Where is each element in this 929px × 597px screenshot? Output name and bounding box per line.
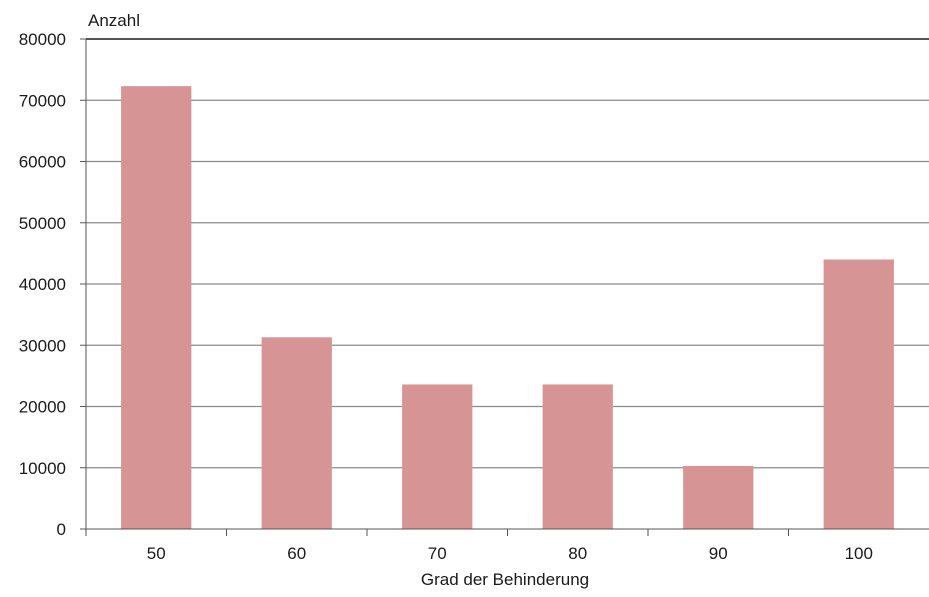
x-tick-label: 80: [568, 544, 587, 563]
y-tick-labels: 0 10000 20000 30000 40000 50000 60000 70000 8000…: [19, 30, 66, 539]
x-tick-labels: 50 60 70 80 90 100: [147, 544, 873, 563]
y-tick-label: 60000: [19, 153, 66, 172]
y-tick-label: 0: [57, 520, 66, 539]
x-tick-label: 60: [287, 544, 306, 563]
y-axis-title: Anzahl: [88, 11, 140, 30]
x-tick-label: 100: [845, 544, 873, 563]
x-axis-title: Grad der Behinderung: [421, 570, 589, 589]
bar-100: [823, 259, 894, 529]
bar-50: [121, 86, 192, 529]
x-tick-label: 70: [428, 544, 447, 563]
y-tick-label: 20000: [19, 398, 66, 417]
y-tick-label: 50000: [19, 214, 66, 233]
y-tick-label: 30000: [19, 336, 66, 355]
bar-80: [542, 384, 613, 529]
x-tick-label: 90: [709, 544, 728, 563]
bar-60: [261, 337, 332, 529]
bars: [121, 86, 894, 529]
x-tick-label: 50: [147, 544, 166, 563]
axes: [80, 38, 929, 536]
y-tick-label: 70000: [19, 91, 66, 110]
y-tick-label: 80000: [19, 30, 66, 49]
gridlines: [86, 38, 929, 469]
y-tick-label: 10000: [19, 459, 66, 478]
bar-70: [402, 384, 473, 529]
y-tick-label: 40000: [19, 275, 66, 294]
bar-90: [683, 465, 754, 529]
